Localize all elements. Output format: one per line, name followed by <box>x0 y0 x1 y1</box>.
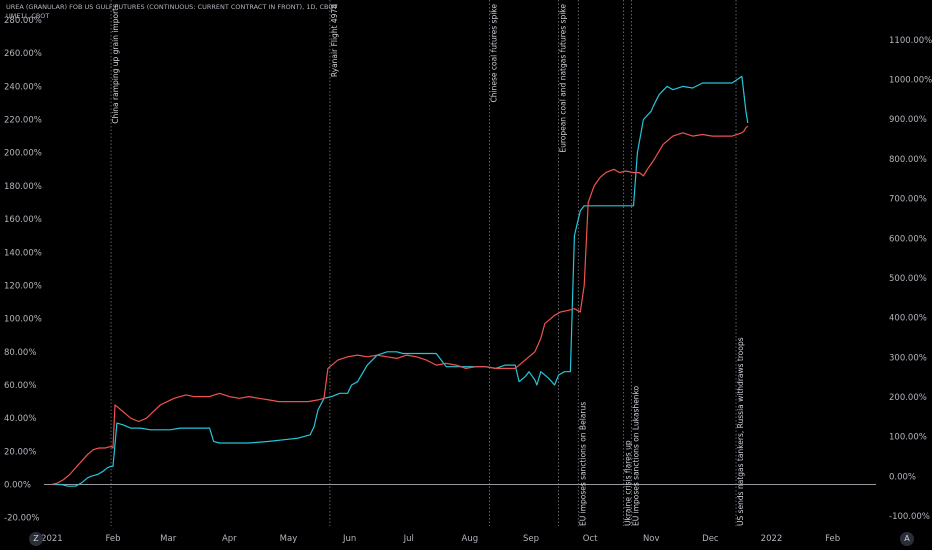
x-axis-tick-label: Dec <box>702 534 719 544</box>
left-axis-tick-label: 40.00% <box>4 414 36 424</box>
left-axis-tick-label: 180.00% <box>4 182 42 192</box>
x-axis-tick-label: Jul <box>403 534 414 544</box>
log-scale-toggle-button[interactable]: Z <box>29 532 43 546</box>
x-axis-tick-label: May <box>280 534 298 544</box>
event-label: Ukraine crisis flares up <box>624 440 633 526</box>
left-axis-tick-label: 100.00% <box>4 315 42 325</box>
right-axis-tick-label: 300.00% <box>889 353 927 363</box>
event-label: China ramping up grain imports <box>111 4 120 124</box>
left-axis-tick-label: 280.00% <box>4 16 42 26</box>
right-axis-tick-label: 800.00% <box>889 155 927 165</box>
right-axis-tick-label: -100.00% <box>889 512 930 522</box>
left-axis-tick-label: 0.00% <box>4 481 31 491</box>
left-axis-tick-label: 160.00% <box>4 215 42 225</box>
right-axis-tick-label: 600.00% <box>889 234 927 244</box>
left-axis-tick-label: -20.00% <box>4 514 39 524</box>
event-label: European coal and natgas futures spike <box>559 4 568 153</box>
left-axis-tick-label: 20.00% <box>4 447 36 457</box>
x-axis-tick-label: Apr <box>222 534 237 544</box>
chart-title: UREA (GRANULAR) FOB US GULF FUTURES (CON… <box>6 3 338 11</box>
event-label: Chinese coal futures spike <box>490 4 499 103</box>
x-axis-tick-label: 2022 <box>761 534 783 544</box>
x-axis-tick-label: Sep <box>523 534 539 544</box>
right-axis-tick-label: 700.00% <box>889 195 927 205</box>
right-axis-tick-label: 0.00% <box>889 472 916 482</box>
x-axis-tick-label: Oct <box>583 534 598 544</box>
x-axis-tick-label: Mar <box>160 534 177 544</box>
right-axis-tick-label: 100.00% <box>889 433 927 443</box>
x-axis-tick-label: Jun <box>342 534 356 544</box>
left-axis-tick-label: 80.00% <box>4 348 36 358</box>
event-label: EU imposes sanctions on Lukashenko <box>632 385 641 526</box>
x-axis-tick-label: Feb <box>105 534 120 544</box>
right-axis-tick-label: 400.00% <box>889 314 927 324</box>
x-axis-tick-label: Feb <box>825 534 840 544</box>
right-axis-tick-label: 1100.00% <box>889 36 932 46</box>
left-axis-tick-label: 240.00% <box>4 82 42 92</box>
chart-subtitle: UME1!, CBOT <box>6 12 50 20</box>
left-axis-tick-label: 200.00% <box>4 149 42 159</box>
left-axis-tick-label: 60.00% <box>4 381 36 391</box>
event-label: US sends natgas tankers, Russia withdraw… <box>736 337 745 526</box>
left-axis-tick-label: 140.00% <box>4 248 42 258</box>
left-axis-tick-label: 120.00% <box>4 281 42 291</box>
left-axis-tick-label: 220.00% <box>4 116 42 126</box>
right-axis-tick-label: 1000.00% <box>889 76 932 86</box>
right-axis-tick-label: 500.00% <box>889 274 927 284</box>
event-label: Ryanair Flight 4978 <box>330 4 339 77</box>
right-axis-tick-label: 900.00% <box>889 115 927 125</box>
auto-scale-toggle-button[interactable]: A <box>900 532 914 546</box>
x-axis-tick-label: Nov <box>643 534 660 544</box>
x-axis-tick-label: Aug <box>462 534 479 544</box>
event-label: EU imposes sanctions on Belarus <box>578 402 587 526</box>
x-axis-tick-label: 2021 <box>41 534 63 544</box>
left-axis-tick-label: 260.00% <box>4 49 42 59</box>
series-line-compare[interactable] <box>51 125 749 486</box>
right-axis-tick-label: 200.00% <box>889 393 927 403</box>
series-line-primary[interactable] <box>51 75 749 487</box>
